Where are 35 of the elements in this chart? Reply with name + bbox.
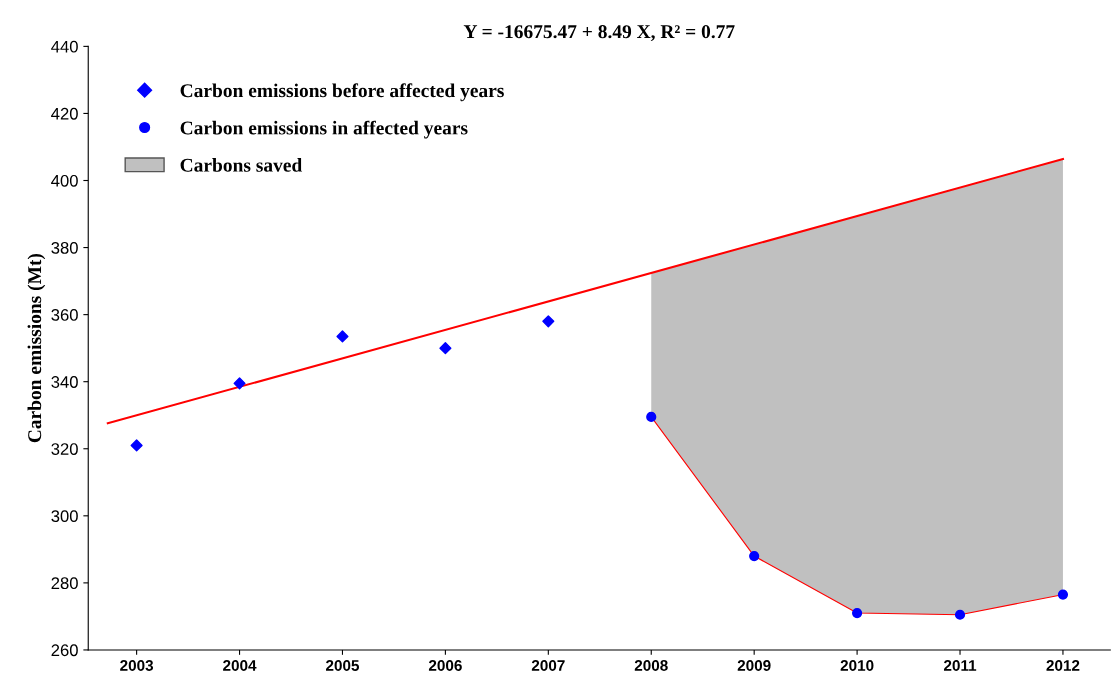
y-tick-label: 300 bbox=[51, 510, 78, 523]
legend-label: Carbon emissions before affected years bbox=[180, 83, 504, 102]
x-tick-label: 2007 bbox=[531, 660, 565, 671]
y-tick-label: 340 bbox=[51, 376, 78, 388]
point bbox=[336, 330, 349, 343]
x-tick-label: 2004 bbox=[223, 660, 257, 671]
point bbox=[646, 411, 657, 422]
point bbox=[542, 315, 555, 328]
point bbox=[439, 342, 452, 355]
y-tick-label: 420 bbox=[51, 107, 78, 120]
point bbox=[130, 439, 143, 452]
x-tick-label: 2008 bbox=[634, 660, 668, 671]
y-tick-label: 360 bbox=[51, 309, 78, 321]
chart-title: Y = -16675.47 + 8.49 X, R² = 0.77 bbox=[463, 25, 735, 42]
point bbox=[233, 377, 246, 390]
x-tick-label: 2012 bbox=[1046, 660, 1080, 671]
x-tick-label: 2005 bbox=[326, 660, 360, 671]
y-tick-label: 320 bbox=[51, 443, 78, 455]
legend-label: Carbon emissions in affected years bbox=[180, 120, 468, 139]
y-tick-label: 380 bbox=[51, 241, 78, 254]
x-tick-label: 2009 bbox=[737, 660, 771, 671]
y-tick-label: 440 bbox=[51, 40, 78, 53]
x-tick-label: 2003 bbox=[120, 660, 154, 671]
point bbox=[1057, 589, 1069, 600]
y-tick-label: 280 bbox=[51, 577, 78, 590]
y-tick-label: 400 bbox=[51, 174, 78, 187]
point bbox=[749, 550, 760, 562]
legend-label: Carbons saved bbox=[180, 158, 303, 172]
point bbox=[954, 609, 966, 620]
x-tick-label: 2006 bbox=[428, 660, 462, 671]
point bbox=[852, 607, 863, 619]
x-tick-label: 2011 bbox=[943, 660, 977, 671]
y-tick-label: 260 bbox=[51, 644, 78, 657]
x-tick-label: 2010 bbox=[840, 660, 874, 671]
y-axis-title: Carbon emissions (Mt) bbox=[27, 253, 46, 443]
